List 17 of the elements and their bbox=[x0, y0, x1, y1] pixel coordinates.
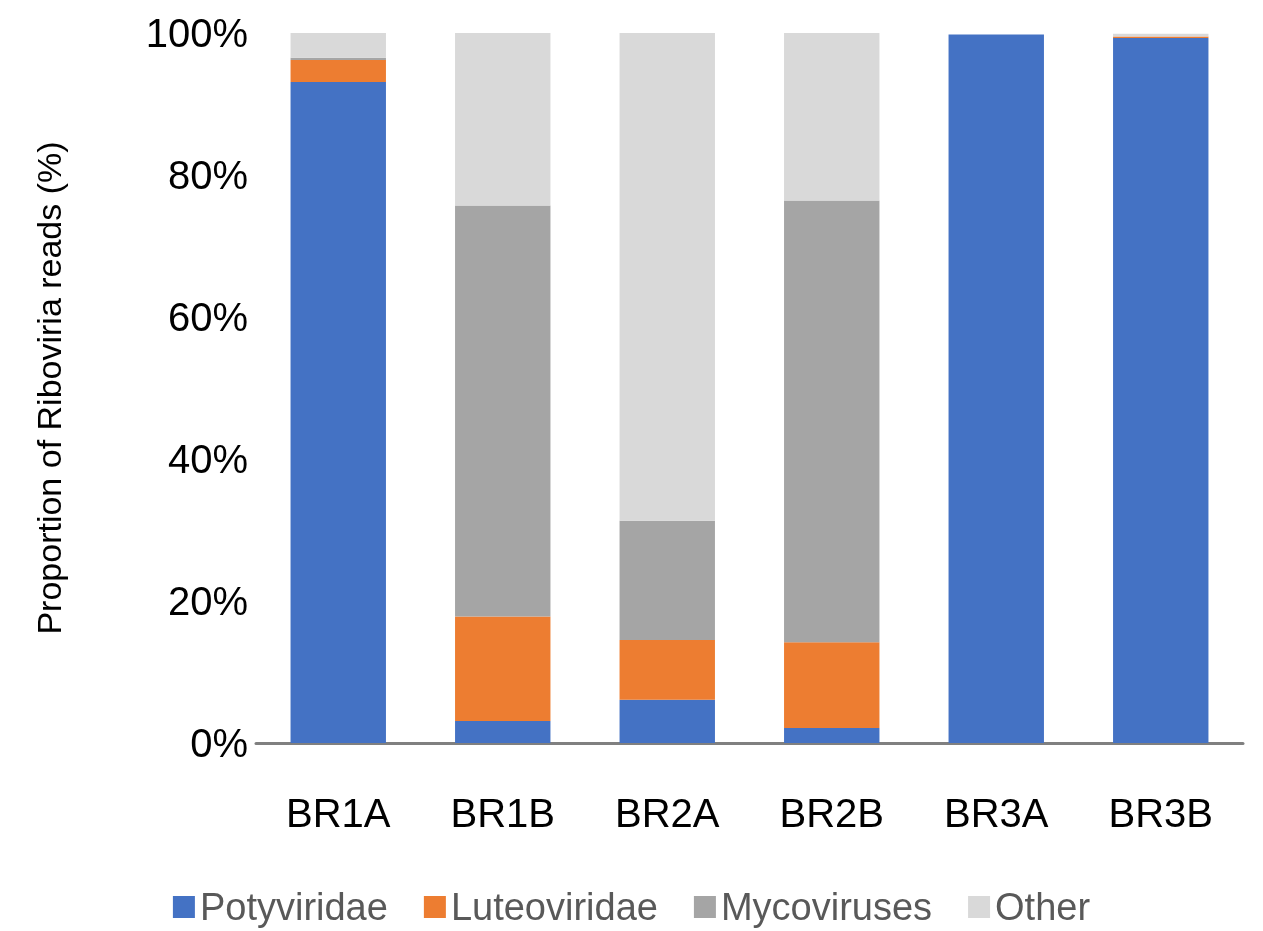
y-tick-label: 60% bbox=[167, 295, 248, 339]
legend-label: Luteoviridae bbox=[450, 886, 658, 928]
y-tick-label: 40% bbox=[167, 437, 248, 481]
y-tick-label: 100% bbox=[145, 11, 248, 55]
x-tick-label: BR1A bbox=[286, 791, 391, 835]
legend-label: Mycoviruses bbox=[720, 886, 933, 928]
legend-label: Other bbox=[995, 886, 1091, 928]
y-axis-title: Proportion of Riboviria reads (%) bbox=[30, 141, 68, 635]
x-tick-label: BR2A bbox=[615, 791, 720, 835]
x-tick-label: BR3A bbox=[944, 791, 1049, 835]
x-tick-label: BR2B bbox=[779, 791, 884, 835]
y-tick-label: 20% bbox=[167, 579, 248, 623]
y-tick-label: 0% bbox=[190, 721, 248, 765]
legend-label: Potyviridae bbox=[199, 886, 388, 928]
x-tick-label: BR3B bbox=[1108, 791, 1213, 835]
y-tick-label: 80% bbox=[167, 153, 248, 197]
x-tick-label: BR1B bbox=[450, 791, 555, 835]
